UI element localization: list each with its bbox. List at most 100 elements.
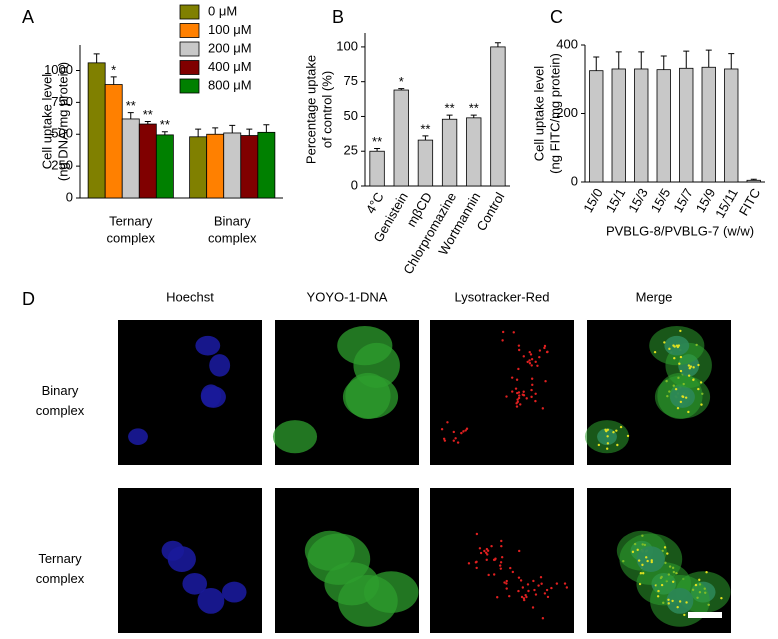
image-background (430, 320, 574, 465)
vesicle (500, 539, 503, 543)
vesicle (692, 378, 695, 382)
significance: ** (143, 107, 153, 122)
vesicle (465, 427, 469, 430)
bar (417, 139, 434, 187)
legend-label: 100 μM (208, 22, 252, 37)
y-axis-label: Cell uptake level (39, 74, 54, 169)
error-bar (398, 88, 405, 91)
vesicle (687, 374, 691, 377)
vesicle (679, 329, 682, 333)
vesicle (606, 428, 610, 431)
vesicle (663, 546, 667, 549)
bar (441, 118, 458, 187)
y-axis-label: (ng FITC/mg protein) (547, 53, 562, 174)
micrograph (584, 320, 731, 465)
vesicle (541, 617, 545, 620)
vesicle (530, 364, 533, 367)
error-bar (660, 55, 667, 70)
vesicle (637, 559, 641, 562)
vesicle (685, 601, 688, 604)
vesicle (692, 366, 695, 369)
vesicle (511, 570, 515, 574)
vesicle (517, 396, 521, 400)
x-tick-label: FITC (736, 186, 763, 219)
vesicle (505, 587, 508, 590)
vesicle (516, 398, 519, 401)
bar (679, 67, 694, 183)
vesicle (687, 410, 690, 414)
vesicle (673, 345, 676, 348)
error-bar (374, 147, 381, 152)
vesicle (526, 360, 529, 364)
vesicle (515, 405, 519, 408)
vesicle (518, 549, 521, 553)
vesicle (500, 556, 504, 559)
vesicle (650, 560, 653, 564)
vesicle (612, 431, 615, 434)
vesicle (545, 588, 549, 592)
vesicle (517, 589, 520, 593)
vesicle (452, 430, 456, 434)
bar (257, 131, 276, 199)
y-tick-label: 750 (51, 94, 73, 109)
legend-swatch (179, 60, 200, 75)
significance: * (111, 62, 116, 77)
vesicle (543, 592, 547, 595)
vesicle (515, 402, 518, 405)
bar (611, 68, 626, 183)
vesicle (534, 593, 538, 596)
y-tick-label: 0 (571, 173, 578, 188)
nucleus (221, 581, 247, 603)
vesicle (519, 579, 523, 582)
error-bar (127, 112, 134, 119)
legend-swatch (179, 23, 200, 38)
error-bar (750, 178, 757, 181)
vesicle (479, 551, 483, 555)
bar (87, 62, 106, 199)
y-tick-label: 75 (344, 73, 358, 88)
bar (634, 68, 649, 183)
vesicle (487, 573, 490, 577)
error-bar (593, 56, 600, 71)
column-header: Lysotracker-Red (455, 289, 550, 304)
cytoplasm (337, 326, 393, 366)
vesicle (530, 395, 533, 399)
vesicle (452, 439, 455, 442)
micrograph (430, 320, 574, 465)
error-bar (212, 127, 219, 135)
vesicle (676, 605, 679, 609)
vesicle (525, 397, 528, 400)
bar (701, 66, 716, 183)
vesicle (688, 367, 691, 370)
vesicle (475, 566, 478, 570)
vesicle (606, 435, 609, 438)
vesicle (534, 399, 537, 403)
significance: * (399, 74, 404, 89)
vesicle (674, 387, 678, 391)
vesicle (550, 586, 553, 590)
bar (369, 150, 385, 187)
bar (724, 68, 739, 183)
y-axis-label: Percentage uptake (303, 55, 318, 164)
vesicle (687, 364, 691, 367)
vesicle (503, 581, 506, 584)
vesicle (666, 552, 669, 555)
bar (189, 136, 208, 199)
y-tick-label: 0 (351, 177, 358, 192)
vesicle (490, 544, 493, 548)
vesicle (667, 598, 670, 601)
vesicle (484, 551, 488, 555)
x-tick-label: 4°C (363, 190, 387, 216)
bar (121, 118, 140, 199)
vesicle (500, 544, 503, 548)
vesicle (671, 599, 674, 603)
vesicle (543, 346, 546, 350)
x-tick-label: 15/11 (712, 186, 741, 221)
vesicle (526, 583, 530, 586)
vesicle (521, 393, 525, 396)
panel-label: D (22, 289, 35, 309)
vesicle (505, 395, 508, 398)
vesicle (656, 595, 660, 598)
error-bar (110, 76, 117, 85)
x-tick-label: 15/5 (648, 186, 674, 215)
